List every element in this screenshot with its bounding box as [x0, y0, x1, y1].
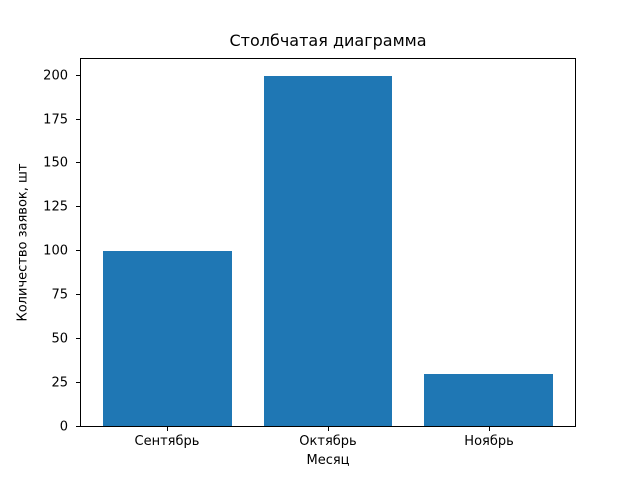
y-tick-mark: [76, 338, 80, 340]
y-tick-label: 200: [43, 68, 68, 84]
y-tick-mark: [76, 250, 80, 252]
x-tick-mark: [166, 427, 168, 431]
y-tick-label: 75: [51, 287, 68, 303]
x-axis-ticks: Сентябрь Октябрь Ноябрь: [80, 427, 576, 457]
y-tick-mark: [76, 382, 80, 384]
y-tick-label: 100: [43, 243, 68, 259]
bar-Сентябрь: [103, 251, 232, 426]
y-tick-label: 125: [43, 199, 68, 215]
y-axis-ticks: 0 25 50 75 100 125 150 175 200: [0, 58, 80, 434]
y-tick-label: 175: [43, 112, 68, 127]
chart-title: Столбчатая диаграмма: [229, 31, 427, 50]
y-tick-mark: [76, 426, 80, 427]
y-tick-mark: [76, 74, 80, 76]
y-tick-mark: [76, 206, 80, 208]
x-axis-label: Месяц: [306, 453, 350, 468]
y-tick-label: 25: [51, 375, 68, 391]
y-tick-label: 150: [43, 155, 68, 171]
bar-Октябрь: [263, 76, 393, 426]
y-tick-mark: [76, 294, 80, 296]
bar-Ноябрь: [424, 373, 553, 426]
y-tick-mark: [76, 162, 80, 164]
y-tick-label: 0: [59, 419, 68, 435]
x-tick-label: Октябрь: [299, 434, 357, 449]
y-tick-mark: [76, 118, 80, 120]
x-tick-label: Сентябрь: [134, 434, 200, 449]
x-tick-label: Ноябрь: [464, 434, 514, 449]
x-tick-mark: [489, 427, 491, 431]
y-tick-label: 50: [51, 331, 68, 347]
x-tick-mark: [328, 427, 329, 431]
plot-area: [80, 58, 576, 427]
